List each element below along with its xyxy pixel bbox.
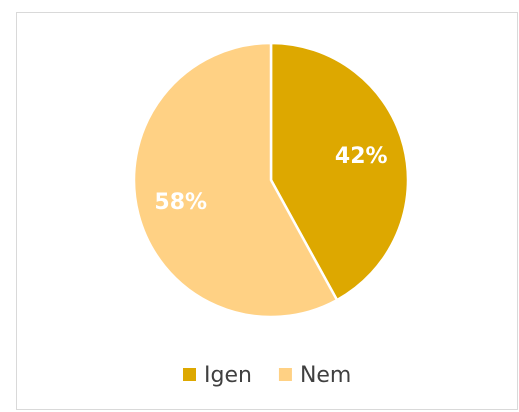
legend-label: Nem xyxy=(300,363,351,388)
data-label: 42% xyxy=(335,144,388,169)
legend-swatch xyxy=(278,368,292,381)
data-label: 58% xyxy=(154,190,207,215)
legend-label: Igen xyxy=(204,363,252,388)
legend-swatch xyxy=(183,368,196,381)
pie-slice xyxy=(132,41,339,319)
pie-slice xyxy=(269,41,410,302)
